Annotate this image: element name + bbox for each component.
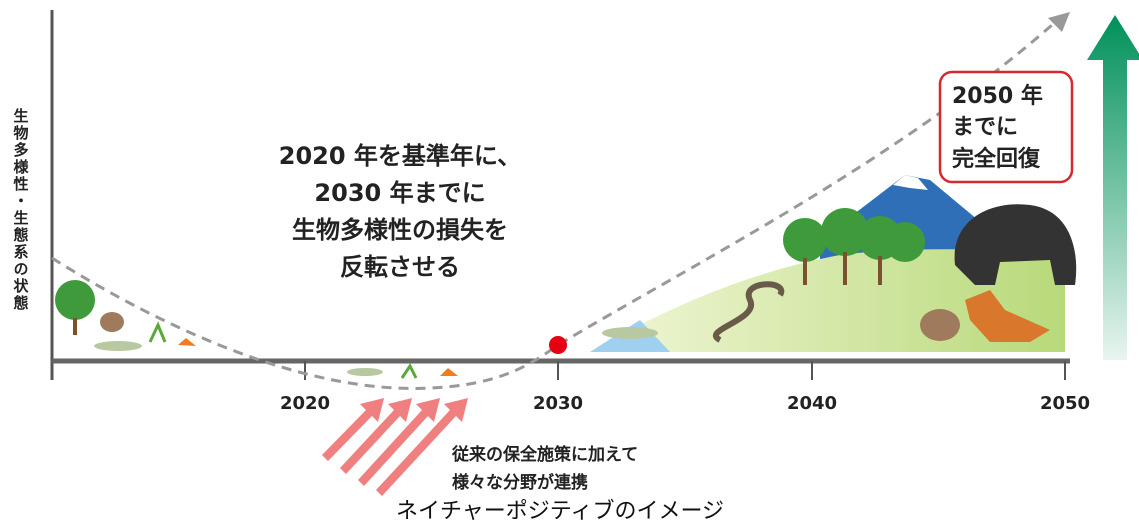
milestone-dot: [549, 336, 567, 354]
trajectory-arrow: [1048, 12, 1070, 32]
x-label: 2020: [280, 393, 330, 414]
x-label: 2030: [533, 393, 583, 414]
message-line: 2020 年を基準年に、: [279, 142, 521, 170]
recovery-arrow: [1087, 15, 1139, 360]
y-axis-label: 生物多様性・生態系の状態: [12, 107, 30, 312]
callout-line: 2050 年: [952, 83, 1043, 109]
message-line: 反転させる: [340, 253, 460, 281]
message-line: 2030 年までに: [314, 179, 485, 207]
note-line: 様々な分野が連携: [452, 472, 588, 493]
landscape: [590, 175, 1077, 352]
left-illustration: [55, 280, 458, 379]
caption: ネイチャーポジティブのイメージ: [396, 499, 724, 524]
callout-box: [938, 70, 1074, 184]
x-ticks: [304, 361, 1066, 380]
cooperation-arrows: [322, 398, 468, 496]
callout-line: までに: [952, 115, 1018, 140]
note-line: 従来の保全施策に加えて: [451, 444, 638, 465]
x-label: 2040: [787, 393, 837, 414]
message-line: 生物多様性の損失を: [292, 216, 508, 244]
x-label: 2050: [1040, 393, 1090, 414]
callout-line: 完全回復: [952, 146, 1041, 172]
